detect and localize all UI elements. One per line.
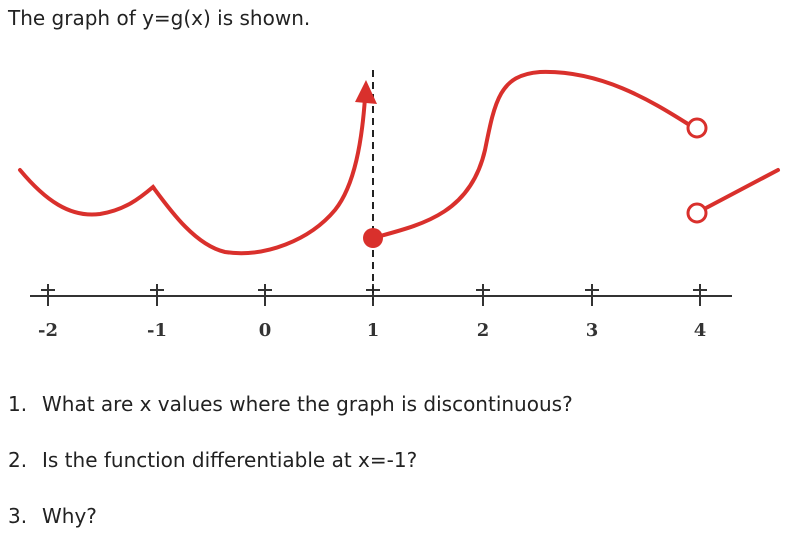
tick-label: 2 (477, 320, 490, 341)
open-point (686, 117, 708, 139)
arrowhead (355, 80, 377, 104)
curves (18, 69, 780, 256)
question: 2. Is the function differentiable at x=-1… (8, 448, 417, 472)
tick-label: 3 (586, 320, 599, 341)
open-point (686, 202, 708, 224)
closed-point (363, 228, 383, 248)
question-text: Why? (42, 504, 97, 528)
question-text: What are x values where the graph is dis… (42, 392, 573, 416)
question: 1. What are x values where the graph is d… (8, 392, 573, 416)
question-number: 2. (8, 448, 28, 472)
curve-left (18, 96, 367, 256)
question: 3. Why? (8, 504, 97, 528)
tick-label: 0 (259, 320, 272, 341)
ticks: -2 -1 0 1 2 3 4 (38, 284, 707, 341)
tick-label: 4 (694, 320, 707, 341)
tick-label: 1 (367, 320, 380, 341)
question-number: 1. (8, 392, 28, 416)
curve-right (704, 168, 780, 210)
tick-label: -1 (147, 320, 167, 341)
prompt: The graph of y=g(x) is shown. (8, 6, 311, 30)
tick-label: -2 (38, 320, 58, 341)
question-number: 3. (8, 504, 28, 528)
curve-middle (371, 69, 690, 240)
question-text: Is the function differentiable at x=-1? (42, 448, 418, 472)
graph: -2 -1 0 1 2 3 4 (18, 69, 780, 341)
